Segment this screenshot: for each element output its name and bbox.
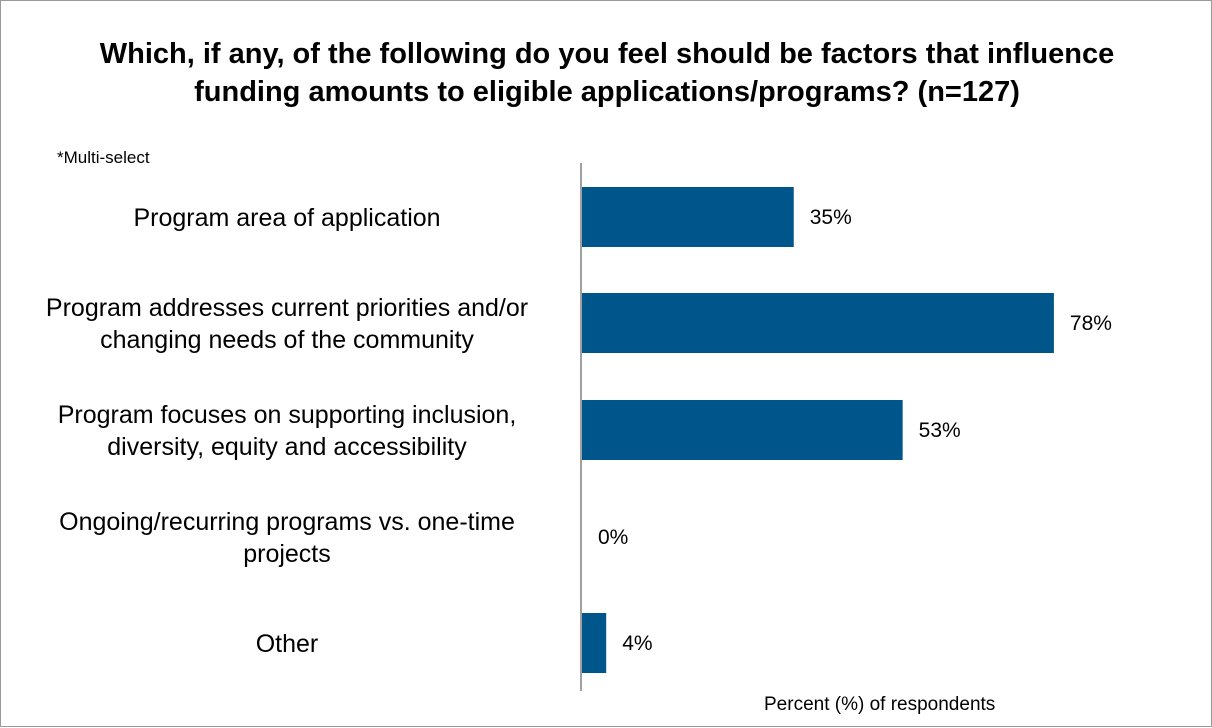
category-label-4-line-0: Other: [256, 630, 319, 658]
category-label-2-line-1: diversity, equity and accessibility: [107, 433, 467, 461]
bar-2: [582, 400, 903, 460]
category-label-1-line-0: Program addresses current priorities and…: [46, 294, 528, 322]
category-label-1-line-1: changing needs of the community: [100, 326, 474, 354]
chart-title-line-1: Which, if any, of the following do you f…: [99, 38, 1115, 70]
data-label-1: 78%: [1070, 312, 1112, 335]
multi-select-note: *Multi-select: [57, 148, 150, 167]
chart-title-line-2: funding amounts to eligible applications…: [194, 76, 1020, 108]
data-label-4: 4%: [622, 632, 652, 655]
bar-0: [582, 187, 794, 247]
data-label-3: 0%: [598, 526, 628, 549]
bar-4: [582, 613, 607, 673]
category-label-3-line-0: Ongoing/recurring programs vs. one-time: [59, 508, 515, 536]
x-axis-label: Percent (%) of respondents: [764, 694, 996, 715]
data-label-0: 35%: [810, 206, 852, 229]
bar-1: [582, 293, 1054, 353]
chart-title: Which, if any, of the following do you f…: [1, 35, 1212, 111]
category-label-2-line-0: Program focuses on supporting inclusion,: [58, 401, 517, 429]
data-label-2: 53%: [919, 419, 961, 442]
category-label-3-line-1: projects: [243, 540, 331, 568]
category-label-0-line-0: Program area of application: [133, 204, 440, 232]
